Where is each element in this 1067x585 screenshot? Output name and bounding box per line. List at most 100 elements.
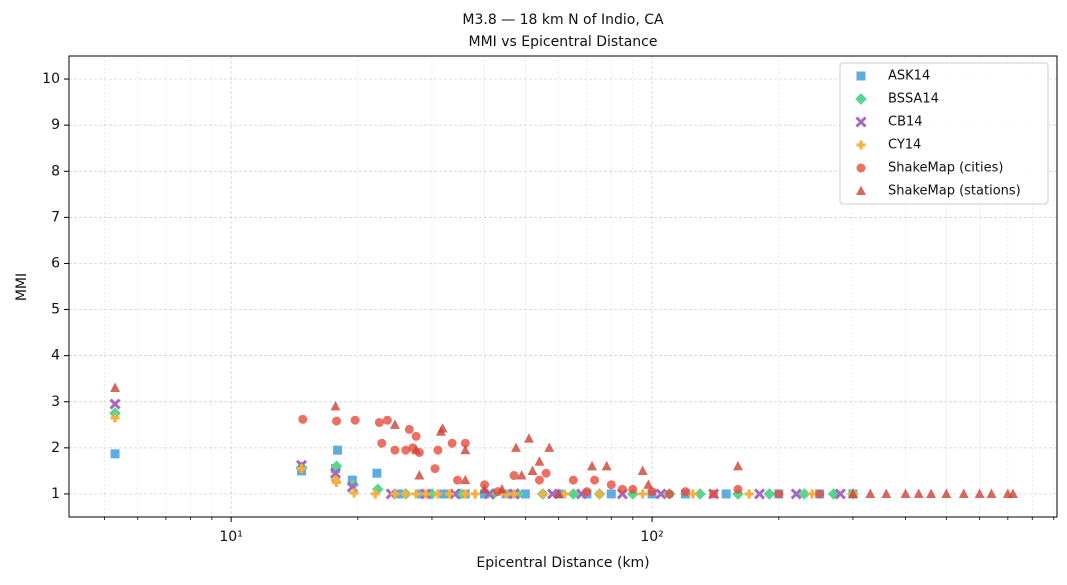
point <box>426 488 438 500</box>
y-tick-label: 4 <box>51 348 60 364</box>
point <box>421 489 431 499</box>
point <box>594 489 604 499</box>
point <box>926 488 937 498</box>
y-tick-label: 9 <box>51 117 60 133</box>
legend-label: ShakeMap (stations) <box>888 184 1021 199</box>
point <box>637 465 648 475</box>
x-axis-label: Epicentral Distance (km) <box>476 555 649 571</box>
point <box>497 483 507 494</box>
point <box>390 489 400 499</box>
point <box>480 489 490 499</box>
point <box>665 489 675 499</box>
point <box>109 398 121 410</box>
point <box>470 489 480 499</box>
point <box>582 487 592 497</box>
point <box>763 488 776 500</box>
point <box>974 488 985 498</box>
point <box>453 475 463 485</box>
point <box>567 488 580 500</box>
series <box>110 413 858 499</box>
legend-marker <box>856 185 866 196</box>
series <box>109 398 846 500</box>
point <box>986 488 997 498</box>
legend-label: CB14 <box>888 115 923 130</box>
point <box>333 445 343 455</box>
point <box>332 477 342 487</box>
point <box>538 489 548 499</box>
legend-label: ASK14 <box>888 69 930 84</box>
point <box>370 489 380 499</box>
legend-marker <box>856 71 866 81</box>
point <box>430 464 440 474</box>
point <box>527 465 538 475</box>
y-axis-label: MMI <box>14 273 30 301</box>
legend-marker <box>856 163 866 173</box>
point <box>617 484 627 494</box>
series <box>110 382 1018 498</box>
point <box>516 470 527 480</box>
point <box>479 483 490 494</box>
point <box>655 488 667 500</box>
y-tick-label: 1 <box>51 486 60 502</box>
legend-marker <box>856 140 866 150</box>
point <box>460 444 471 455</box>
point <box>606 480 616 490</box>
point <box>541 468 551 478</box>
point <box>390 445 400 455</box>
point <box>330 400 341 411</box>
point <box>350 415 360 425</box>
point <box>815 489 825 499</box>
point <box>638 489 648 499</box>
point <box>433 489 443 499</box>
point <box>433 445 443 455</box>
point <box>110 449 120 459</box>
point <box>374 417 384 427</box>
point <box>460 489 470 499</box>
point <box>447 438 457 448</box>
point <box>411 444 422 455</box>
point <box>377 438 387 448</box>
point <box>744 489 754 499</box>
point <box>401 489 411 499</box>
y-tick-label: 3 <box>51 394 60 410</box>
point <box>753 488 766 500</box>
point <box>511 442 521 452</box>
point <box>913 488 924 498</box>
point <box>411 489 421 499</box>
point <box>437 423 448 433</box>
point <box>688 489 698 499</box>
point <box>865 488 876 498</box>
point <box>606 489 616 499</box>
point <box>332 416 342 426</box>
point <box>534 456 545 466</box>
point <box>520 489 530 499</box>
x-tick-label: 10² <box>640 529 663 545</box>
point <box>590 475 600 485</box>
point <box>372 468 382 478</box>
point <box>509 471 519 481</box>
point <box>454 488 466 500</box>
marks <box>109 382 1018 500</box>
legend-label: BSSA14 <box>888 92 939 107</box>
point <box>680 487 690 497</box>
point <box>628 484 638 494</box>
y-tick-label: 7 <box>51 209 60 225</box>
point <box>544 442 555 452</box>
point <box>109 407 121 420</box>
point <box>401 445 411 455</box>
point <box>733 484 743 494</box>
legend-marker <box>855 93 867 105</box>
point <box>460 438 470 448</box>
y-tick-label: 8 <box>51 163 60 179</box>
y-tick-label: 6 <box>51 255 60 271</box>
point <box>404 424 414 434</box>
point <box>524 433 534 443</box>
point <box>732 488 744 500</box>
point <box>568 475 578 485</box>
point <box>709 489 719 499</box>
point <box>958 488 969 498</box>
x-tick-label: 10¹ <box>219 529 242 545</box>
point <box>389 419 400 429</box>
point <box>601 460 612 471</box>
